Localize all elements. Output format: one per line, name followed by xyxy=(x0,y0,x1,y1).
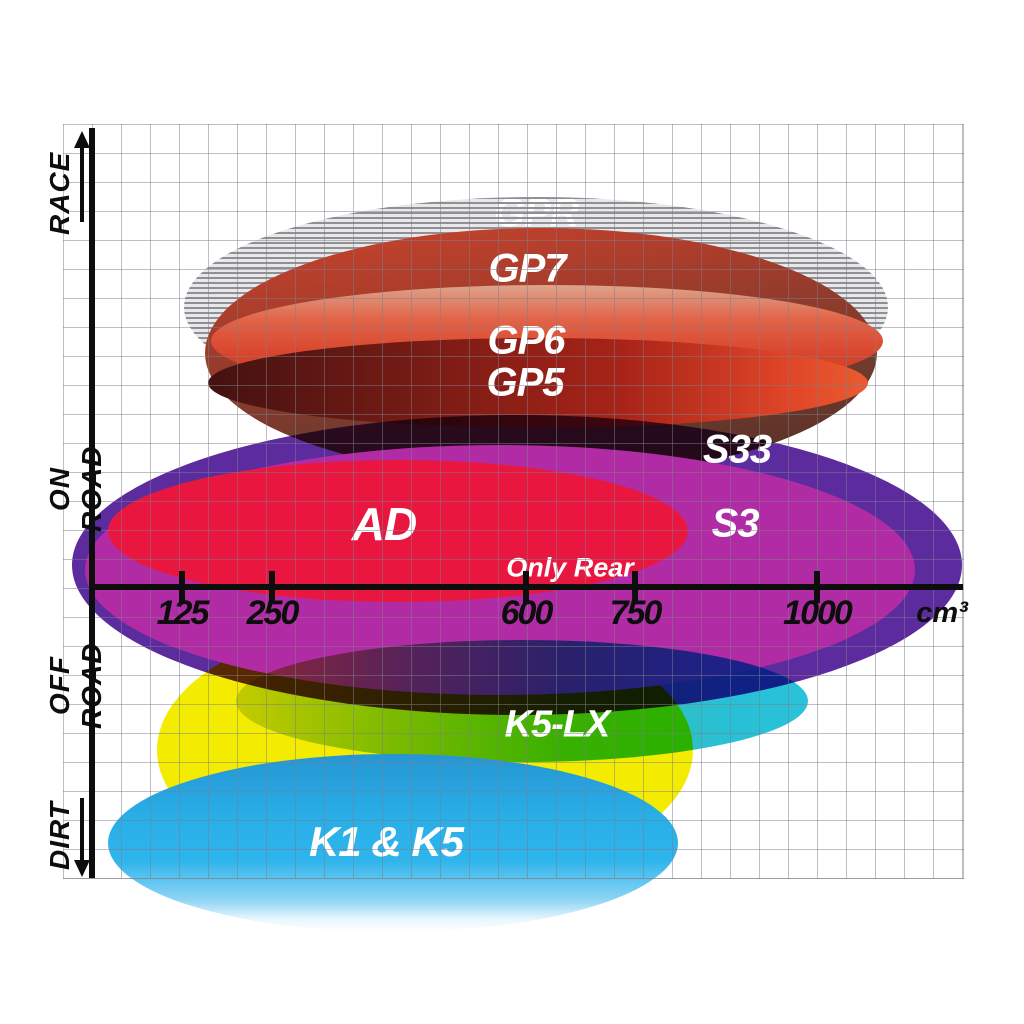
y-label-off-road: OFF ROAD xyxy=(44,642,107,730)
down-arrow-icon xyxy=(74,860,90,877)
x-tick-label-125: 125 xyxy=(156,594,210,632)
region-label-s33: S33 xyxy=(702,427,772,472)
region-label-gp6: GP6 xyxy=(487,318,565,363)
up-arrow-icon xyxy=(74,131,90,148)
region-label-s3: S3 xyxy=(711,501,760,546)
y-label-on-road: ON ROAD xyxy=(44,445,107,533)
region-label-gp5: GP5 xyxy=(486,360,564,405)
x-tick-label-600: 600 xyxy=(500,594,554,632)
dirt-arrow-line xyxy=(80,798,84,862)
x-tick-label-750: 750 xyxy=(609,594,663,632)
x-axis-unit-label: cm³ xyxy=(916,597,968,629)
region-label-ad: AD xyxy=(351,498,417,550)
x-tick-label-250: 250 xyxy=(246,594,300,632)
x-tick-label-1000: 1000 xyxy=(783,594,853,632)
region-label-k1k5: K1 & K5 xyxy=(308,818,464,865)
region-label-k5lx: K5-LX xyxy=(504,703,611,746)
race-arrow-line xyxy=(80,146,84,222)
region-label-gp7: GP7 xyxy=(488,246,566,291)
